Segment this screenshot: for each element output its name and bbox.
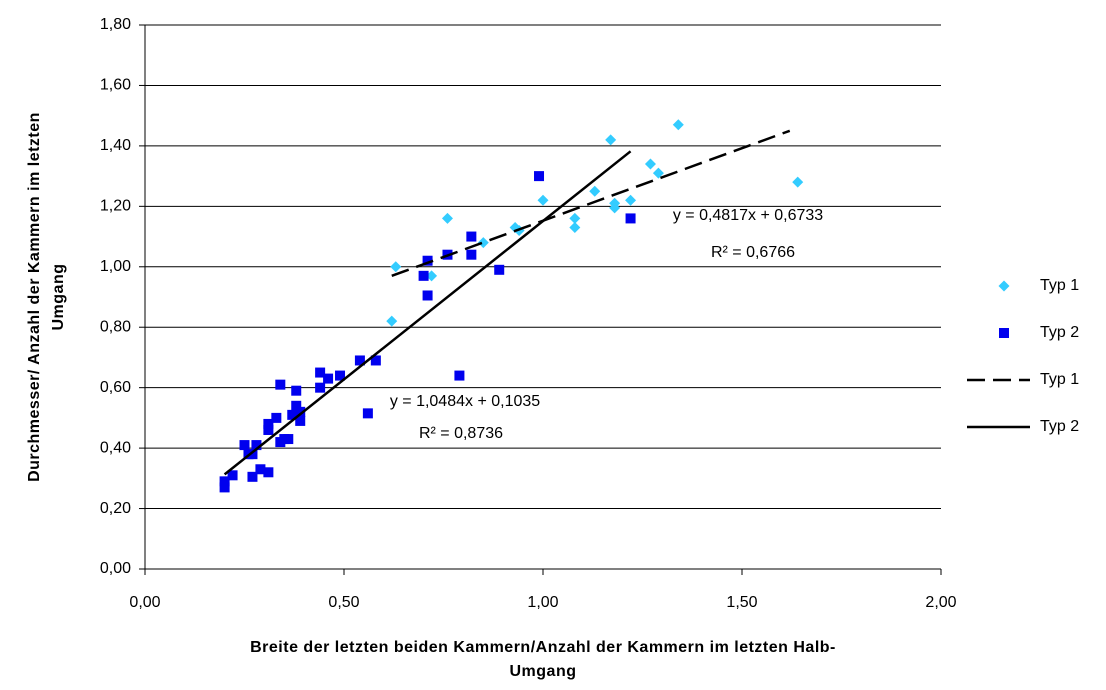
x-axis-title: Breite der letzten beiden Kammern/Anzahl…	[250, 639, 836, 656]
trend-equation: R² = 0,8736	[419, 425, 503, 442]
scatter-point	[239, 440, 250, 451]
scatter-point	[219, 476, 230, 487]
scatter-point	[370, 355, 381, 366]
scatter-point	[792, 176, 804, 188]
scatter-point	[652, 167, 664, 179]
scatter-point	[251, 440, 262, 451]
trend-line	[391, 129, 791, 278]
scatter-point	[263, 424, 274, 435]
x-tick-label: 2,00	[925, 594, 956, 611]
scatter-point	[275, 379, 286, 390]
y-tick-label: 1,00	[100, 258, 131, 275]
x-tick-label: 1,50	[726, 594, 757, 611]
scatter-point	[569, 221, 581, 233]
scatter-point	[291, 400, 302, 411]
scatter-point	[589, 185, 601, 197]
scatter-point	[315, 382, 326, 393]
scatter-point	[362, 408, 373, 419]
x-tick-label: 0,00	[129, 594, 160, 611]
scatter-point	[477, 237, 489, 249]
scatter-point	[466, 249, 477, 260]
scatter-point	[263, 467, 274, 478]
trend-line	[223, 150, 632, 476]
y-tick-label: 0,60	[100, 379, 131, 396]
y-tick-label: 0,20	[100, 500, 131, 517]
scatter-point	[672, 119, 684, 131]
scatter-point	[354, 355, 365, 366]
legend-label: Typ 2	[1040, 418, 1079, 435]
y-tick-label: 1,60	[100, 77, 131, 94]
trend-equation: R² = 0,6766	[711, 244, 795, 261]
scatter-point	[275, 437, 286, 448]
scatter-point	[605, 134, 617, 146]
legend-marker	[999, 328, 1009, 338]
scatter-point	[422, 255, 433, 266]
scatter-point	[534, 171, 545, 182]
scatter-point	[537, 194, 549, 206]
scatter-point	[609, 202, 621, 214]
scatter-point	[466, 231, 477, 242]
y-axis-title: Durchmesser/ Anzahl der Kammern im letzt…	[26, 112, 43, 482]
scatter-point	[625, 194, 637, 206]
scatter-point	[295, 406, 306, 417]
scatter-point	[441, 212, 453, 224]
scatter-point	[454, 370, 465, 381]
legend-label: Typ 1	[1040, 277, 1079, 294]
scatter-point	[426, 270, 438, 282]
legend-label: Typ 1	[1040, 371, 1079, 388]
y-tick-label: 1,80	[100, 16, 131, 33]
scatter-point	[644, 158, 656, 170]
x-tick-label: 1,00	[527, 594, 558, 611]
scatter-point	[287, 409, 298, 420]
y-tick-label: 1,40	[100, 137, 131, 154]
scatter-point	[625, 213, 636, 224]
scatter-point	[227, 470, 238, 481]
y-tick-label: 0,80	[100, 318, 131, 335]
scatter-point	[263, 418, 274, 429]
trend-equation: y = 0,4817x + 0,6733	[673, 207, 823, 224]
legend-label: Typ 2	[1040, 324, 1079, 341]
scatter-point	[291, 385, 302, 396]
y-tick-label: 1,20	[100, 198, 131, 215]
scatter-point	[219, 482, 230, 493]
scatter-point	[295, 415, 306, 426]
x-tick-label: 0,50	[328, 594, 359, 611]
scatter-point	[494, 264, 505, 275]
scatter-point	[255, 464, 266, 475]
scatter-point	[315, 367, 326, 378]
scatter-point	[271, 412, 282, 423]
scatter-point	[422, 290, 433, 301]
trend-equation: y = 1,0484x + 0,1035	[390, 393, 540, 410]
scatter-point	[335, 370, 346, 381]
scatter-point	[390, 261, 402, 273]
scatter-point	[386, 315, 398, 327]
legend-marker	[998, 280, 1010, 292]
scatter-point	[323, 373, 334, 384]
scatter-point	[247, 471, 258, 482]
scatter-point	[569, 212, 581, 224]
y-tick-label: 0,00	[100, 560, 131, 577]
y-tick-label: 0,40	[100, 439, 131, 456]
y-axis-title: Umgang	[50, 264, 67, 331]
scatter-point	[418, 270, 429, 281]
x-axis-title: Umgang	[510, 663, 577, 680]
